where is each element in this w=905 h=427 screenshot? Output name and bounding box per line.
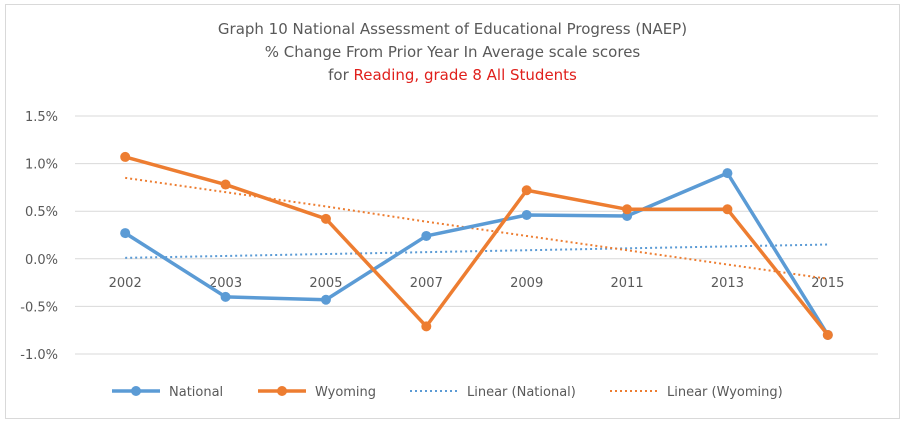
chart-title-line-3: for Reading, grade 8 All Students [0,64,905,87]
data-point [320,294,331,305]
x-tick-label: 2002 [109,276,142,291]
data-point [220,179,231,190]
data-point [722,204,733,215]
chart-title-line-2: % Change From Prior Year In Average scal… [264,43,641,61]
chart-title-highlight: Reading, grade 8 All Students [353,66,577,84]
data-point [120,228,131,239]
y-tick-label: -1.0% [20,348,58,363]
x-tick-label: 2003 [209,276,242,291]
y-tick-label: 1.5% [25,110,58,125]
data-point [622,204,633,215]
chart-title-line-1: Graph 10 National Assessment of Educatio… [217,20,688,38]
trendline [125,243,828,259]
y-tick-label: 1.0% [25,158,58,173]
data-point [320,213,331,224]
legend-marker [277,386,287,396]
y-tick-label: 0.0% [25,253,58,268]
x-tick-label: 2013 [711,276,744,291]
x-tick-label: 2005 [309,276,342,291]
data-point [421,321,432,332]
data-point [521,210,532,221]
series-line [124,155,830,337]
x-tick-label: 2007 [410,276,443,291]
x-tick-label: 2011 [611,276,644,291]
trendline [125,176,828,280]
data-point [822,329,833,340]
series-line [124,171,830,336]
legend-label: National [169,385,223,400]
legend-label: Wyoming [315,385,376,400]
data-point [521,185,532,196]
data-point [120,151,131,162]
legend-marker [131,386,141,396]
chart-title: Graph 10 National Assessment of Educatio… [0,18,905,87]
y-tick-label: -0.5% [20,300,58,315]
y-tick-label: 0.5% [25,205,58,220]
x-tick-label: 2015 [811,276,844,291]
legend-label: Linear (National) [467,385,576,400]
data-point [722,168,733,179]
chart-title-prefix: for [328,66,354,84]
data-point [220,291,231,302]
x-tick-label: 2009 [510,276,543,291]
data-point [421,230,432,241]
legend-label: Linear (Wyoming) [667,385,783,400]
